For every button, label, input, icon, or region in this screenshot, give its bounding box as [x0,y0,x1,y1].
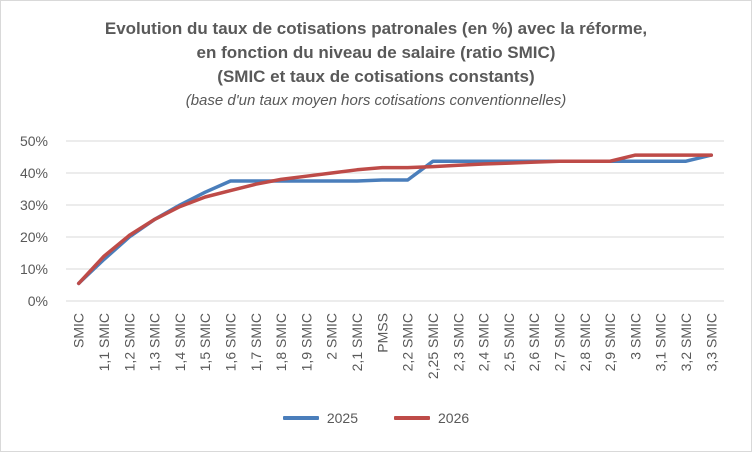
x-tick-label: 3,1 SMIC [653,313,669,371]
x-tick-label: 2,9 SMIC [602,313,618,371]
x-tick-label: 2,8 SMIC [577,313,593,371]
chart-title-line-2: en fonction du niveau de salaire (ratio … [196,43,556,62]
x-tick-label: 3,2 SMIC [678,313,694,371]
y-tick-label: 10% [20,261,48,277]
x-tick-label: 1,5 SMIC [197,313,213,371]
x-tick-label: 1,2 SMIC [121,313,137,371]
chart-title-line-3: (SMIC et taux de cotisations constants) [217,67,535,86]
series-line-2025 [76,153,714,286]
legend-label-2026: 2026 [438,410,470,426]
y-tick-label: 20% [20,229,48,245]
x-tick-label: 2,7 SMIC [552,313,568,371]
legend-item-2025: 2025 [282,410,358,426]
x-tick-label: 2,2 SMIC [400,313,416,371]
y-axis-ticks: 0% 10% 20% 30% 40% 50% [20,133,48,309]
y-tick-label: 40% [20,165,48,181]
x-tick-label: 1,3 SMIC [147,313,163,371]
x-tick-label: SMIC [71,313,87,348]
x-tick-label: 3 SMIC [627,313,643,360]
series-line-2026 [76,153,714,286]
x-tick-label: 3,3 SMIC [703,313,719,371]
chart-subtitle: (base d'un taux moyen hors cotisations c… [185,92,567,109]
x-axis-ticks: SMIC 1,1 SMIC 1,2 SMIC 1,3 SMIC 1,4 SMIC 1,5 … [71,313,720,379]
x-tick-label: 2,6 SMIC [526,313,542,371]
legend: 2025 2026 [0,410,752,426]
x-tick-label: 2,4 SMIC [476,313,492,371]
x-tick-label: 2,3 SMIC [450,313,466,371]
grid-lines [66,140,724,302]
x-tick-label: 1,1 SMIC [96,313,112,371]
x-tick-label: 1,4 SMIC [172,313,188,371]
x-tick-label: 2 SMIC [324,313,340,360]
x-tick-label: 1,8 SMIC [273,313,289,371]
x-tick-label: 2,25 SMIC [425,313,441,379]
chart-title-line-1: Evolution du taux de cotisations patrona… [104,19,648,38]
y-tick-label: 30% [20,197,48,213]
x-tick-label: 1,6 SMIC [223,313,239,371]
legend-swatch-2025 [282,416,319,420]
x-tick-label: 1,7 SMIC [248,313,264,371]
x-tick-label: PMSS [374,313,390,353]
legend-item-2026: 2026 [394,410,469,426]
y-tick-label: 50% [20,133,48,149]
x-tick-label: 1,9 SMIC [298,313,314,371]
x-tick-label: 2,5 SMIC [501,313,517,371]
legend-label-2025: 2025 [326,410,358,426]
legend-swatch-2026 [394,416,430,420]
series-lines [76,153,714,286]
x-tick-label: 2,1 SMIC [349,313,365,371]
y-tick-label: 0% [28,293,48,309]
